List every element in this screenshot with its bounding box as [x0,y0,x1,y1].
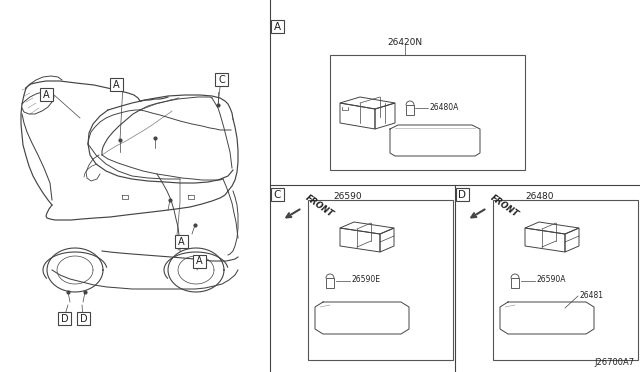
Text: A: A [43,90,50,99]
Text: D: D [61,314,68,324]
Text: C: C [218,74,225,84]
Bar [330,55,525,170]
Bar [193,255,206,268]
Bar [110,78,123,91]
Text: A: A [196,257,203,266]
Bar [511,278,519,288]
Text: A: A [274,22,281,32]
Bar [406,105,414,115]
Text: D: D [80,314,87,324]
Text: 26590E: 26590E [352,276,381,285]
Text: D: D [458,189,467,199]
Text: 26590A: 26590A [537,276,566,285]
Bar [175,235,188,248]
Bar [40,88,53,101]
Text: 26590: 26590 [333,192,362,201]
Bar [326,278,334,288]
Bar [271,20,284,33]
Bar [308,200,453,360]
Text: 26480A: 26480A [430,103,460,112]
Text: FRONT: FRONT [489,193,520,219]
Bar [456,188,469,201]
Bar [271,188,284,201]
Text: 26420N: 26420N [387,38,422,46]
Text: J26700A7: J26700A7 [595,358,635,367]
Text: C: C [274,189,281,199]
Text: FRONT: FRONT [304,193,335,219]
Bar [77,312,90,325]
Text: 26481: 26481 [580,291,604,299]
Text: A: A [178,237,185,247]
Bar [215,73,228,86]
Text: A: A [113,80,120,90]
Bar [58,312,71,325]
Text: 26480: 26480 [525,192,554,201]
Bar [493,200,638,360]
